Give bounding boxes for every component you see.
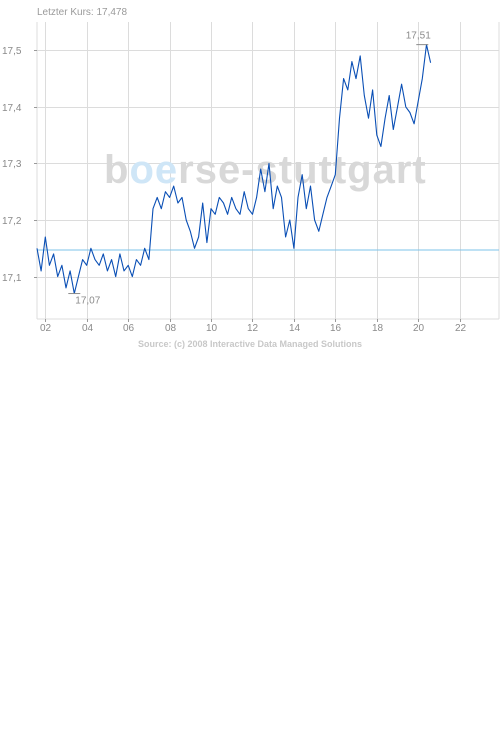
plot-layer [36,44,499,295]
source-credit: Source: (c) 2008 Interactive Data Manage… [138,339,362,349]
stock-chart: Letzter Kurs: 17,478 boerse-stuttgart 17… [0,0,500,360]
y-tick-label: 17,4 [2,103,22,114]
x-tick-label: 20 [413,323,425,334]
watermark-logo: boerse-stuttgart [104,148,427,192]
chart-canvas: Letzter Kurs: 17,478 boerse-stuttgart 17… [2,7,500,349]
price-series-line [36,44,432,295]
y-tick-label: 17,2 [2,216,22,227]
grid-layer [34,22,500,322]
y-tick-label: 17,3 [2,159,22,170]
x-tick-label: 14 [289,323,301,334]
watermark-prefix: b [104,148,129,192]
x-tick-label: 06 [123,323,135,334]
x-tick-label: 08 [165,323,177,334]
x-tick-label: 16 [330,323,342,334]
watermark-highlight: oe [129,148,178,192]
last-price-label: Letzter Kurs: 17,478 [37,7,127,18]
min-price-label: 17,07 [75,296,100,307]
label-layer: 17,1 17,2 17,3 17,4 17,5 02 04 06 08 10 12 14 16 18 20… [2,31,466,334]
x-tick-label: 04 [82,323,94,334]
y-tick-label: 17,1 [2,273,22,284]
y-tick-label: 17,5 [2,46,22,57]
x-tick-label: 10 [206,323,218,334]
max-price-label: 17,51 [406,31,431,42]
x-tick-label: 02 [40,323,52,334]
watermark-suffix: rse-stuttgart [178,148,427,192]
x-tick-label: 18 [372,323,384,334]
x-tick-label: 12 [247,323,259,334]
x-tick-label: 22 [455,323,467,334]
